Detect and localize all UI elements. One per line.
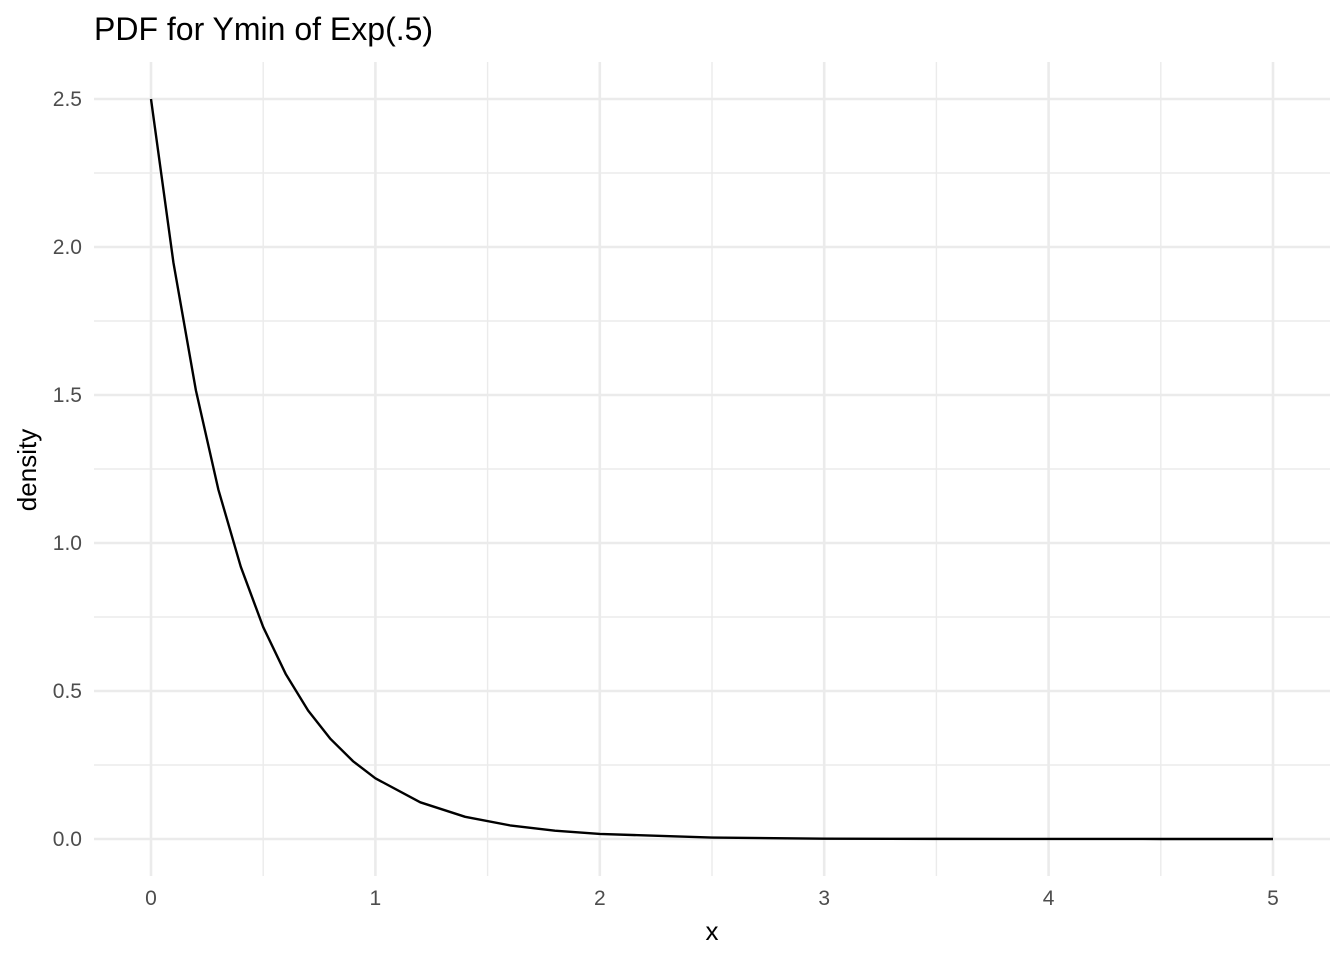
major-gridlines: [94, 62, 1330, 876]
chart-title: PDF for Ymin of Exp(.5): [94, 11, 433, 47]
y-tick-label: 0.5: [53, 680, 82, 703]
x-tick-label: 4: [1043, 887, 1055, 910]
x-axis-ticks: 0 1 2 3 4 5: [145, 887, 1279, 910]
x-tick-label: 3: [818, 887, 830, 910]
x-axis-title: x: [706, 916, 719, 946]
x-tick-label: 1: [370, 887, 382, 910]
y-axis-title: density: [12, 429, 42, 511]
minor-gridlines: [94, 62, 1330, 876]
x-tick-label: 5: [1267, 887, 1279, 910]
y-tick-label: 2.0: [53, 236, 82, 259]
x-tick-label: 0: [145, 887, 157, 910]
y-axis-ticks: 0.0 0.5 1.0 1.5 2.0 2.5: [53, 88, 82, 851]
x-tick-label: 2: [594, 887, 606, 910]
density-curve: [149, 98, 1274, 841]
y-tick-label: 1.0: [53, 532, 82, 555]
y-tick-label: 2.5: [53, 88, 82, 111]
y-tick-label: 0.0: [53, 828, 82, 851]
y-tick-label: 1.5: [53, 384, 82, 407]
